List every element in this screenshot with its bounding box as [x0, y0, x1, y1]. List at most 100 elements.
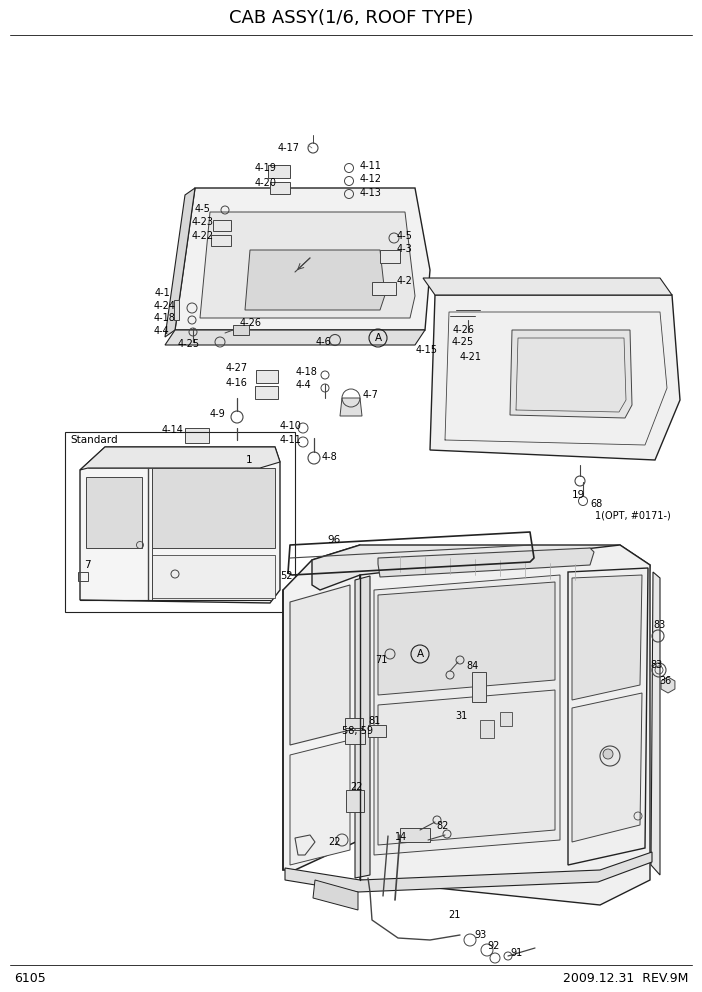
Bar: [500, 712, 512, 726]
Text: 96: 96: [327, 535, 340, 545]
Bar: [400, 828, 430, 842]
Text: 19: 19: [572, 490, 585, 500]
Text: 4-10: 4-10: [280, 421, 302, 431]
Polygon shape: [313, 880, 358, 910]
Text: 4-4: 4-4: [296, 380, 312, 390]
Polygon shape: [285, 852, 652, 892]
Polygon shape: [312, 545, 650, 590]
Text: 4-9: 4-9: [210, 409, 226, 419]
Bar: [346, 790, 364, 812]
Bar: [268, 165, 290, 178]
Text: 4-12: 4-12: [360, 174, 382, 184]
Bar: [256, 370, 278, 383]
Text: 7: 7: [84, 560, 91, 570]
Polygon shape: [200, 212, 415, 318]
Bar: [213, 220, 231, 231]
Polygon shape: [290, 585, 350, 745]
Polygon shape: [661, 677, 675, 693]
Text: 4-4: 4-4: [154, 326, 170, 336]
Text: 71: 71: [375, 655, 388, 665]
Bar: [345, 730, 365, 744]
Polygon shape: [86, 477, 142, 548]
Text: CAB ASSY(1/6, ROOF TYPE): CAB ASSY(1/6, ROOF TYPE): [229, 9, 473, 27]
Bar: [460, 372, 478, 383]
Text: 4-25: 4-25: [452, 337, 474, 347]
Polygon shape: [152, 555, 275, 598]
Polygon shape: [245, 250, 385, 310]
Bar: [65, 432, 295, 612]
Bar: [368, 725, 386, 737]
Text: 4-2: 4-2: [397, 276, 413, 286]
Text: 4-18: 4-18: [296, 367, 318, 377]
Text: 2009.12.31  REV.9M: 2009.12.31 REV.9M: [562, 971, 688, 984]
Text: 4-24: 4-24: [154, 301, 176, 311]
Text: 21: 21: [448, 910, 461, 920]
Text: 83: 83: [650, 660, 662, 670]
Text: 4-18: 4-18: [154, 313, 176, 323]
Polygon shape: [378, 690, 555, 845]
Text: 4-20: 4-20: [255, 178, 277, 188]
Text: A: A: [374, 333, 382, 343]
Text: 92: 92: [487, 941, 499, 951]
Text: 1: 1: [246, 455, 253, 465]
Text: 84: 84: [466, 661, 478, 671]
Text: 22: 22: [328, 837, 340, 847]
Polygon shape: [510, 330, 632, 418]
Text: 81: 81: [368, 716, 380, 726]
Text: 83: 83: [653, 620, 665, 630]
Text: 4-11: 4-11: [280, 435, 302, 445]
Text: 31: 31: [455, 711, 468, 721]
Polygon shape: [340, 398, 362, 416]
Polygon shape: [355, 576, 370, 878]
Polygon shape: [423, 278, 672, 295]
Text: 4-15: 4-15: [416, 345, 438, 355]
Bar: [174, 300, 179, 320]
Text: 4-25: 4-25: [178, 339, 200, 349]
Polygon shape: [165, 330, 425, 345]
Polygon shape: [651, 572, 660, 875]
Text: 1(OPT, #0171-): 1(OPT, #0171-): [595, 510, 670, 520]
Text: 4-27: 4-27: [226, 363, 248, 373]
Text: 4-23: 4-23: [192, 217, 214, 227]
Text: 4-3: 4-3: [397, 244, 413, 254]
Text: 4-1: 4-1: [155, 288, 171, 298]
Text: 58, 59: 58, 59: [342, 726, 373, 736]
Polygon shape: [430, 295, 680, 460]
Bar: [380, 250, 400, 263]
Text: 4-17: 4-17: [278, 143, 300, 153]
Text: 4-8: 4-8: [322, 452, 338, 462]
Polygon shape: [568, 568, 648, 865]
Text: 52: 52: [280, 571, 293, 581]
Polygon shape: [283, 545, 360, 870]
Bar: [255, 386, 278, 399]
Text: 68: 68: [590, 499, 602, 509]
Bar: [345, 718, 363, 728]
Text: 4-26: 4-26: [453, 325, 475, 335]
Bar: [462, 332, 480, 342]
Text: A: A: [416, 649, 423, 659]
Text: 4-22: 4-22: [192, 231, 214, 241]
Text: 91: 91: [510, 948, 522, 958]
Text: 14: 14: [395, 832, 407, 842]
Text: 4-16: 4-16: [226, 378, 248, 388]
Text: 4-26: 4-26: [240, 318, 262, 328]
Text: 4-14: 4-14: [162, 425, 184, 435]
Bar: [480, 720, 494, 738]
Text: 4-13: 4-13: [360, 188, 382, 198]
Text: 82: 82: [436, 821, 449, 831]
Polygon shape: [378, 548, 594, 577]
Polygon shape: [572, 575, 642, 700]
Text: 4-7: 4-7: [363, 390, 379, 400]
Polygon shape: [175, 188, 430, 330]
Bar: [185, 428, 209, 443]
Bar: [472, 672, 486, 702]
Bar: [372, 282, 396, 295]
Bar: [270, 182, 290, 194]
Polygon shape: [572, 693, 642, 842]
Polygon shape: [80, 447, 280, 603]
Bar: [233, 325, 249, 335]
Text: 4-19: 4-19: [255, 163, 277, 173]
Text: 4-11: 4-11: [360, 161, 382, 171]
Text: 4-6: 4-6: [316, 337, 332, 347]
Text: 4-5: 4-5: [195, 204, 211, 214]
